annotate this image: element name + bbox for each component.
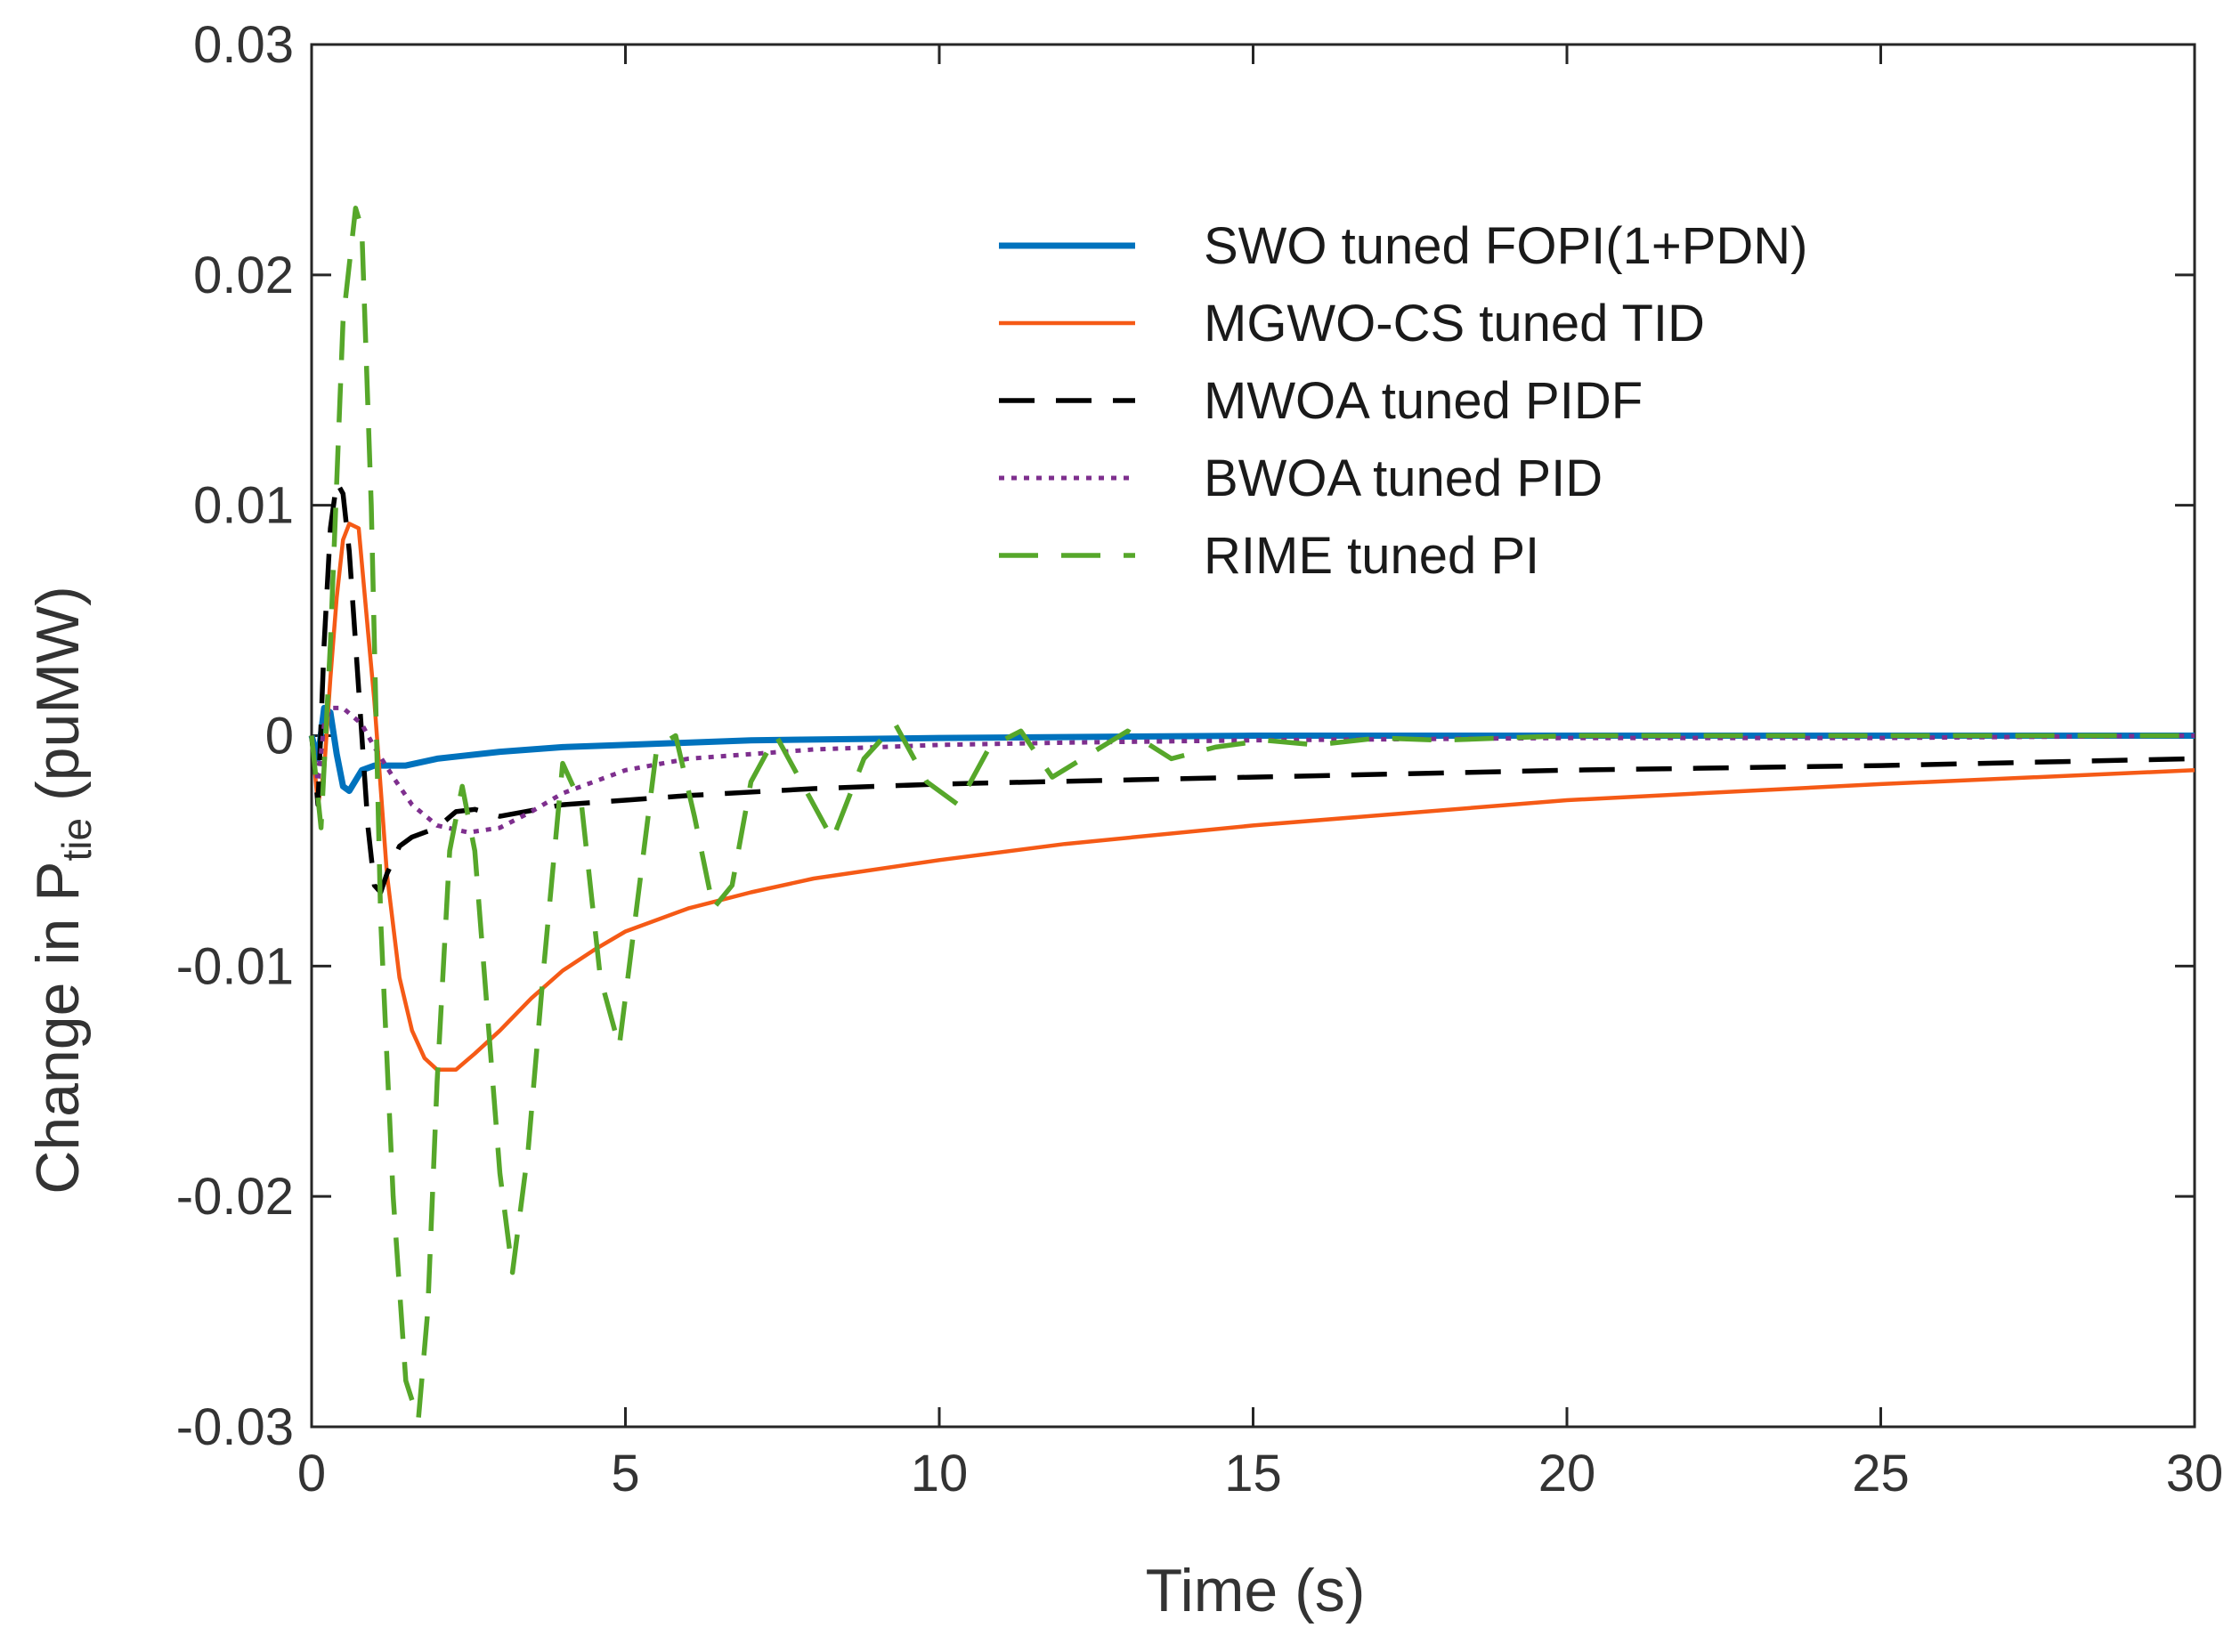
- y-tick-label: -0.03: [176, 1398, 294, 1456]
- x-tick-label: 5: [611, 1445, 639, 1502]
- legend-label-3: MWOA tuned PIDF: [1204, 372, 1643, 430]
- y-axis-title-suffix: (puMW): [24, 586, 92, 818]
- x-tick-label: 20: [1538, 1445, 1596, 1502]
- y-tick-label: -0.02: [176, 1168, 294, 1226]
- legend-label-4: BWOA tuned PID: [1204, 449, 1603, 507]
- y-tick-label: 0: [265, 708, 294, 765]
- y-axis-ticks: 0.03 0.02 0.01 0 -0.01 -0.02 -0.03: [176, 16, 2195, 1456]
- x-tick-label: 10: [911, 1445, 969, 1502]
- x-tick-label: 15: [1224, 1445, 1282, 1502]
- legend-label-1: SWO tuned FOPI(1+PDN): [1204, 217, 1807, 275]
- y-axis-title: Change in Ptie (puMW): [24, 586, 100, 1194]
- x-axis-ticks: 0 5 10 15 20 25 30: [297, 45, 2223, 1502]
- x-tick-label: 30: [2166, 1445, 2224, 1502]
- y-tick-label: 0.01: [193, 477, 294, 535]
- y-axis-title-subscript: tie: [53, 818, 100, 862]
- series-line-3: [309, 480, 2195, 895]
- y-axis-title-prefix: Change in P: [24, 861, 92, 1194]
- y-tick-label: -0.01: [176, 937, 294, 995]
- series-line-2: [309, 522, 2195, 1073]
- y-tick-label: 0.02: [193, 247, 294, 304]
- series-line-5: [309, 206, 2195, 1422]
- x-axis-title: Time (s): [1146, 1557, 1366, 1624]
- y-tick-label: 0.03: [193, 16, 294, 74]
- legend-label-5: RIME tuned PI: [1204, 527, 1539, 585]
- series-line-4: [309, 705, 2195, 835]
- x-tick-label: 0: [297, 1445, 326, 1502]
- x-tick-label: 25: [1852, 1445, 1910, 1502]
- series-line-1: [308, 704, 2195, 795]
- series-layer: [308, 206, 2195, 1422]
- legend-label-2: MGWO-CS tuned TID: [1204, 295, 1705, 352]
- legend: SWO tuned FOPI(1+PDN) MGWO-CS tuned TID MW…: [999, 217, 1807, 585]
